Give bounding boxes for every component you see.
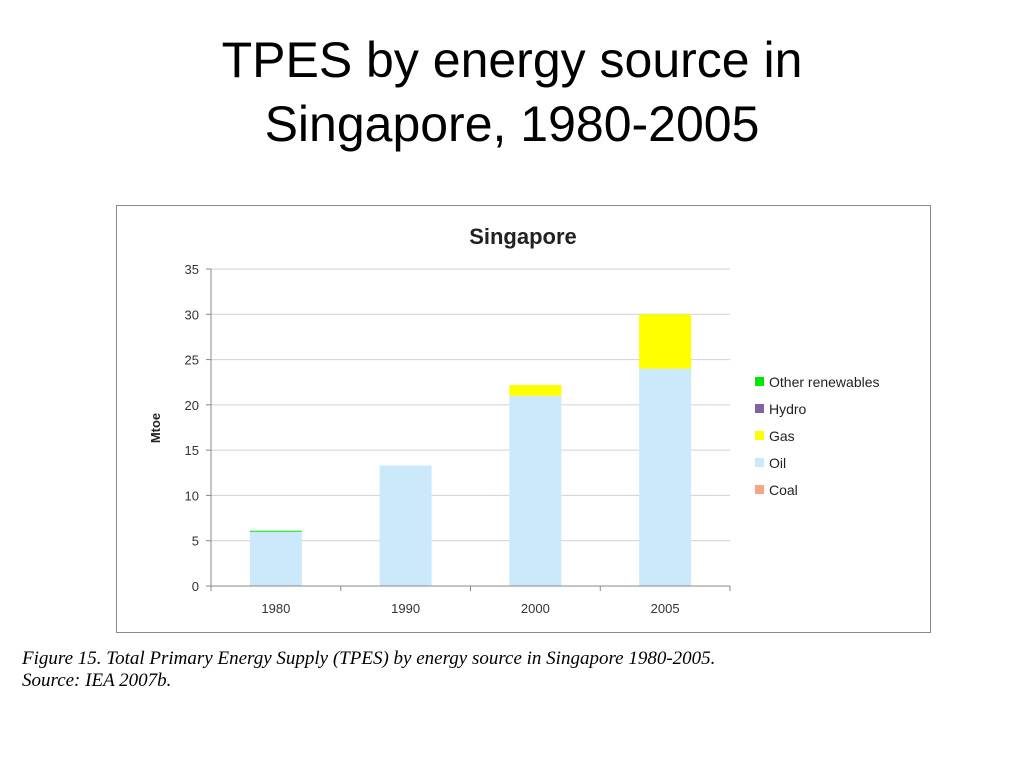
- axes: 0 5 10 15 20 25 30 35 1980 1990 2000 2005: [185, 262, 731, 616]
- legend-swatch-hydro: [755, 404, 764, 413]
- y-tick-label: 30: [185, 307, 199, 322]
- bar-gas-2005: [639, 314, 692, 369]
- legend-swatch-other-renewables: [755, 377, 764, 386]
- y-tick-label: 35: [185, 262, 199, 277]
- legend-label: Coal: [769, 482, 798, 498]
- stacked-bar-chart: Singapore Mtoe 0 5 10 15 20 25 30 35 1980 1990 200…: [148, 224, 880, 616]
- bar-oil-1990: [379, 465, 432, 586]
- caption-line-1: Figure 15. Total Primary Energy Supply (…: [22, 648, 716, 669]
- y-tick-label: 20: [185, 398, 199, 413]
- bars: [249, 314, 692, 586]
- bar-gas-2000: [509, 384, 562, 396]
- caption-line-2: Source: IEA 2007b.: [22, 670, 172, 691]
- y-tick-label: 0: [192, 579, 199, 594]
- legend: Other renewables Hydro Gas Oil Coal: [755, 374, 880, 498]
- slide-title-line-1: TPES by energy source in: [221, 32, 803, 88]
- legend-label: Other renewables: [769, 374, 880, 390]
- y-tick-label: 15: [185, 443, 199, 458]
- slide-title: TPES by energy source in Singapore, 1980…: [0, 28, 1024, 156]
- y-tick-label: 5: [192, 534, 199, 549]
- figure-caption: Figure 15. Total Primary Energy Supply (…: [22, 648, 1012, 692]
- chart-frame: Singapore Mtoe 0 5 10 15 20 25 30 35 1980 1990 200…: [116, 205, 931, 633]
- gridlines: [211, 268, 730, 542]
- bar-oil-2005: [639, 368, 692, 586]
- chart-title: Singapore: [469, 224, 577, 249]
- x-tick-label: 2005: [651, 601, 680, 616]
- legend-swatch-coal: [755, 485, 764, 494]
- bar-oil-1980: [249, 531, 302, 586]
- y-tick-label: 25: [185, 353, 199, 368]
- x-tick-label: 2000: [521, 601, 550, 616]
- legend-swatch-oil: [755, 458, 764, 467]
- legend-swatch-gas: [755, 431, 764, 440]
- bar-other-renewables-1980: [249, 530, 302, 532]
- y-tick-label: 10: [185, 488, 199, 503]
- x-tick-label: 1980: [261, 601, 290, 616]
- legend-label: Hydro: [769, 401, 807, 417]
- legend-label: Oil: [769, 455, 786, 471]
- slide-title-line-2: Singapore, 1980-2005: [264, 96, 760, 152]
- legend-label: Gas: [769, 428, 795, 444]
- x-tick-label: 1990: [391, 601, 420, 616]
- bar-oil-2000: [509, 395, 562, 586]
- y-axis-label: Mtoe: [148, 413, 163, 443]
